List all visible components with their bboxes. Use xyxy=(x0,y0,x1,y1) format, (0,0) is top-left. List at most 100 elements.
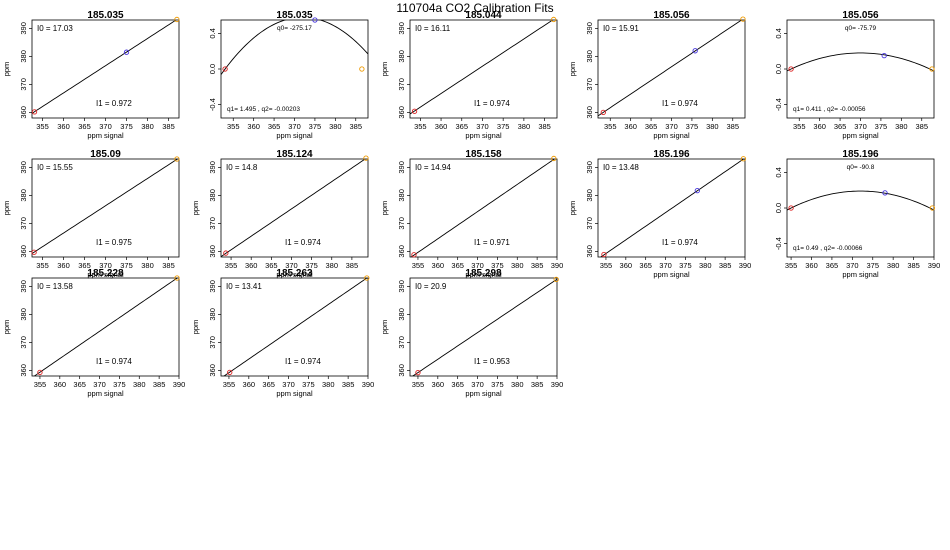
slope-label: I1 = 0.974 xyxy=(662,99,698,108)
data-point-mid xyxy=(694,187,700,194)
fit-line xyxy=(221,159,366,257)
intercept-label: I0 = 16.11 xyxy=(415,24,451,33)
x-tick-label: 375 xyxy=(113,380,126,389)
x-tick-label: 390 xyxy=(551,380,564,389)
y-tick-label: 390 xyxy=(208,280,217,293)
y-tick-label: 380 xyxy=(585,50,594,63)
fit-line xyxy=(33,278,179,376)
fit-line xyxy=(787,52,934,72)
x-tick-label: 370 xyxy=(285,261,298,270)
x-tick-label: 355 xyxy=(34,380,47,389)
intercept-label: I0 = 20.9 xyxy=(415,282,447,291)
slope-label: I1 = 0.975 xyxy=(96,238,132,247)
y-tick-label: 0.4 xyxy=(774,167,783,177)
y-tick-label: 370 xyxy=(19,217,28,230)
y-axis-label: ppm xyxy=(380,62,389,77)
y-tick-label: 360 xyxy=(585,106,594,119)
x-tick-label: 360 xyxy=(57,122,70,131)
y-tick-label: 390 xyxy=(19,280,28,293)
y-tick-label: -0.4 xyxy=(774,98,783,111)
q0-label: q0= -75.79 xyxy=(845,25,877,32)
data-point-high xyxy=(929,66,935,72)
y-tick-label: 380 xyxy=(208,189,217,202)
y-tick-label: 360 xyxy=(397,245,406,258)
plot-frame xyxy=(409,158,558,258)
intercept-label: I0 = 15.55 xyxy=(37,163,73,172)
y-tick-label: 380 xyxy=(397,308,406,321)
plot-title: 185.056 xyxy=(842,10,879,21)
plot-frame xyxy=(786,19,935,119)
plot-title: 185.228 xyxy=(87,268,124,279)
data-point-mid xyxy=(123,49,130,55)
plot-frame xyxy=(597,158,746,258)
x-tick-label: 360 xyxy=(243,380,256,389)
y-tick-label: 390 xyxy=(585,22,594,35)
plot-panel-9: 185.196 355 360 365 370 375 380 385 390 ppm signa… xyxy=(568,149,751,279)
x-tick-label: 355 xyxy=(412,380,425,389)
fit-line xyxy=(598,20,743,117)
plot-panel-10: 185.196 355 360 365 370 375 380 385 390 ppm signa… xyxy=(774,149,940,279)
y-tick-label: 0.4 xyxy=(774,28,783,38)
plot-title: 185.196 xyxy=(653,149,690,160)
plot-panel-3: 185.044 355 360 365 370 375 380 385 ppm signal 36… xyxy=(380,10,558,140)
x-tick-label: 385 xyxy=(153,380,166,389)
plot-panel-5: 185.056 355 360 365 370 375 380 385 ppm signal -0… xyxy=(774,10,935,140)
y-tick-label: 360 xyxy=(19,245,28,258)
x-axis-label: ppm signal xyxy=(465,131,502,140)
x-tick-label: 380 xyxy=(511,261,524,270)
x-tick-label: 390 xyxy=(362,380,375,389)
data-point-low xyxy=(222,66,228,72)
data-point-low xyxy=(37,369,43,376)
data-point-high xyxy=(174,16,180,23)
fit-line xyxy=(412,278,557,376)
x-tick-label: 385 xyxy=(531,380,544,389)
data-point-high xyxy=(364,275,370,281)
y-axis-label: ppm xyxy=(2,62,11,77)
x-tick-label: 365 xyxy=(451,380,464,389)
data-point-mid xyxy=(881,52,887,59)
y-tick-label: 360 xyxy=(397,364,406,377)
x-tick-label: 390 xyxy=(739,261,752,270)
plot-frame xyxy=(31,277,180,377)
plot-frame xyxy=(786,158,935,258)
y-tick-label: 390 xyxy=(397,280,406,293)
x-tick-label: 380 xyxy=(322,380,335,389)
q-coefficients-label: q1= 0.411 , q2= -0.00056 xyxy=(793,106,866,113)
x-axis-label: ppm signal xyxy=(87,131,124,140)
y-tick-label: 360 xyxy=(19,364,28,377)
y-tick-label: 390 xyxy=(19,161,28,174)
y-tick-label: 370 xyxy=(208,336,217,349)
data-point-high xyxy=(551,16,557,23)
x-tick-label: 365 xyxy=(268,122,281,131)
x-tick-label: 385 xyxy=(162,261,175,270)
q0-label: q0= -275.17 xyxy=(277,25,312,32)
x-tick-label: 360 xyxy=(624,122,637,131)
data-point-mid xyxy=(692,48,698,54)
plot-title: 185.056 xyxy=(653,10,690,21)
slope-label: I1 = 0.974 xyxy=(474,99,510,108)
slope-label: I1 = 0.971 xyxy=(474,238,510,247)
plot-frame xyxy=(220,158,369,258)
x-tick-label: 365 xyxy=(451,261,464,270)
slope-label: I1 = 0.974 xyxy=(285,238,321,247)
y-tick-label: 390 xyxy=(19,22,28,35)
x-tick-label: 360 xyxy=(432,261,445,270)
plot-title: 185.158 xyxy=(465,149,502,160)
x-tick-label: 370 xyxy=(93,380,106,389)
data-point-low xyxy=(31,249,37,255)
x-tick-label: 365 xyxy=(639,261,652,270)
fit-line xyxy=(223,278,368,376)
y-tick-label: 370 xyxy=(208,217,217,230)
x-tick-label: 360 xyxy=(805,261,818,270)
x-tick-label: 370 xyxy=(288,122,301,131)
x-tick-label: 365 xyxy=(78,122,91,131)
x-tick-label: 370 xyxy=(846,261,859,270)
data-point-low xyxy=(31,109,38,115)
x-tick-label: 370 xyxy=(476,122,489,131)
x-tick-label: 365 xyxy=(826,261,839,270)
plot-title: 185.044 xyxy=(465,10,502,21)
q-coefficients-label: q1= 1.495 , q2= -0.00203 xyxy=(227,106,300,113)
y-tick-label: 0.4 xyxy=(208,28,217,38)
data-point-low xyxy=(788,205,794,211)
x-tick-label: 380 xyxy=(706,122,719,131)
